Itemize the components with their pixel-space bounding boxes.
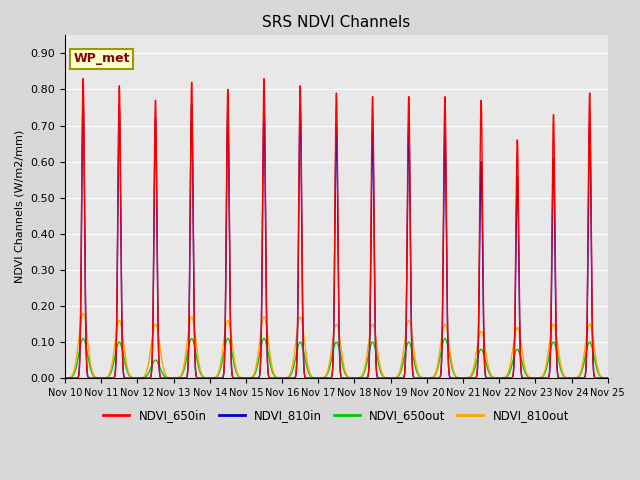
NDVI_810in [488, 375, 496, 381]
Legend: NDVI_650in, NDVI_810in, NDVI_650out, NDVI_810out: NDVI_650in, NDVI_810in, NDVI_650out, NDV… [99, 405, 574, 427]
NDVI_650out [602, 375, 610, 381]
NDVI_810out [264, 337, 272, 343]
NDVI_650in [488, 375, 496, 381]
Line: NDVI_650out: NDVI_650out [65, 338, 608, 378]
NDVI_650in [604, 375, 612, 381]
Title: SRS NDVI Channels: SRS NDVI Channels [262, 15, 410, 30]
Line: NDVI_810out: NDVI_810out [65, 313, 608, 378]
Line: NDVI_650in: NDVI_650in [65, 79, 608, 378]
NDVI_810out [61, 375, 69, 381]
NDVI_650out [488, 374, 496, 380]
NDVI_650in [79, 76, 87, 82]
NDVI_810out [488, 373, 496, 379]
NDVI_810in [412, 375, 419, 381]
Y-axis label: NDVI Channels (W/m2/mm): NDVI Channels (W/m2/mm) [15, 130, 25, 283]
NDVI_810out [412, 356, 419, 362]
NDVI_650out [224, 336, 232, 341]
NDVI_810out [602, 375, 610, 381]
NDVI_810in [172, 375, 179, 381]
NDVI_650in [172, 375, 179, 381]
NDVI_810out [172, 375, 179, 381]
NDVI_650out [604, 375, 612, 381]
NDVI_810in [61, 375, 69, 381]
NDVI_810in [604, 375, 612, 381]
Text: WP_met: WP_met [73, 52, 130, 65]
Line: NDVI_810in: NDVI_810in [65, 100, 608, 378]
NDVI_810in [79, 97, 87, 103]
NDVI_650out [412, 363, 419, 369]
NDVI_650out [61, 375, 69, 381]
NDVI_810in [264, 371, 272, 377]
NDVI_810out [604, 375, 612, 381]
NDVI_810in [602, 375, 610, 381]
NDVI_810out [177, 372, 185, 378]
NDVI_650in [602, 375, 610, 381]
NDVI_810in [177, 375, 185, 381]
NDVI_650in [177, 375, 185, 381]
NDVI_810out [79, 311, 87, 316]
NDVI_650in [264, 371, 272, 377]
NDVI_650in [412, 375, 419, 381]
NDVI_650out [172, 375, 179, 381]
NDVI_650out [177, 373, 185, 379]
NDVI_650out [264, 350, 272, 356]
NDVI_650in [61, 375, 69, 381]
